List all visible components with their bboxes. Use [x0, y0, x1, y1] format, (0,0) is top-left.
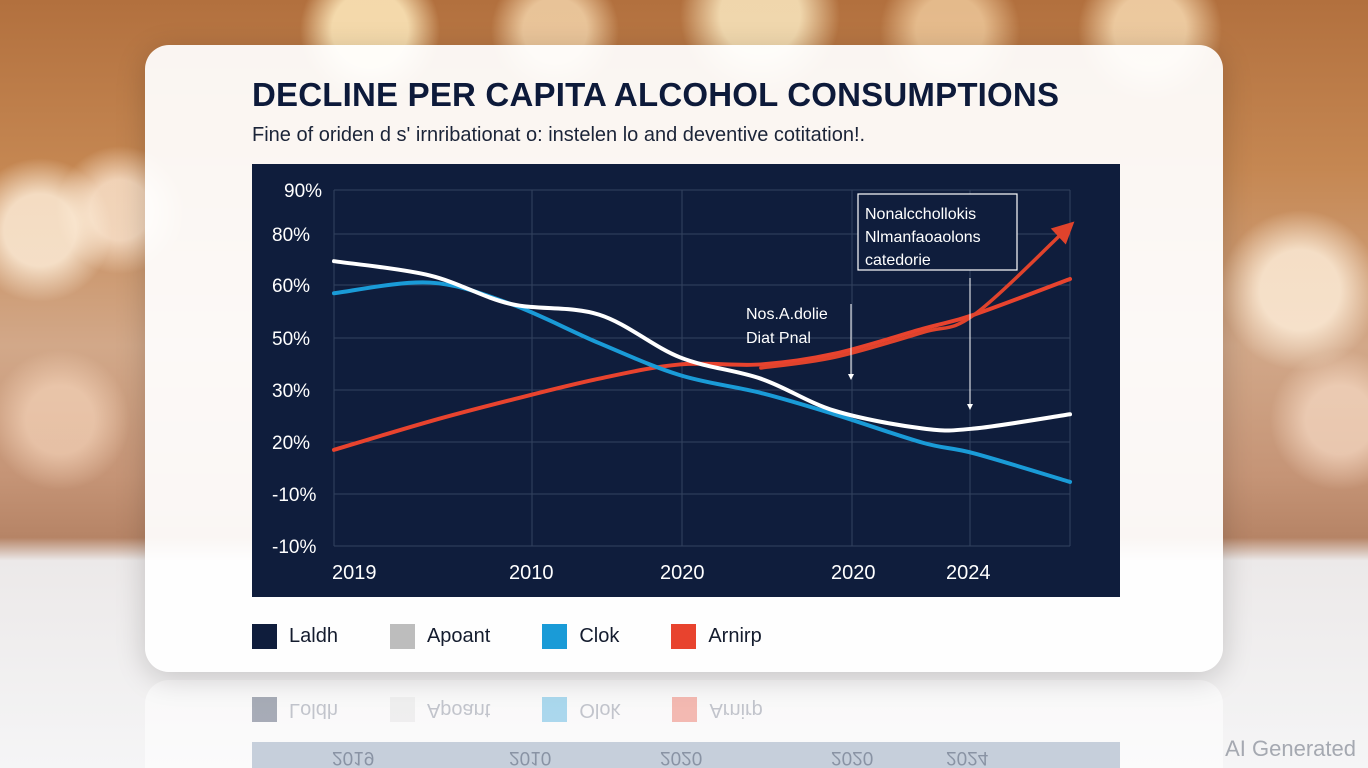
- legend-reflection-item: Apoant: [389, 697, 491, 722]
- series-line-clok: [332, 280, 1072, 484]
- annotation-leader-arrow: [967, 404, 973, 410]
- y-tick-label: 80%: [272, 225, 310, 246]
- legend-label: Apoant: [426, 624, 491, 647]
- chart-subtitle: Fine of oriden d s' irnribationat o: ins…: [252, 124, 866, 146]
- series-line-arnirp: [332, 277, 1072, 452]
- line-chart: 90% 80% 60% 50% 30% 20% -10% -10% 2019 2010 2020 20…: [272, 181, 1075, 584]
- legend-reflection-item: Loldh: [252, 697, 338, 722]
- annotation-leader-arrow: [848, 374, 854, 380]
- reflected-x-tick: 2010: [509, 747, 552, 768]
- reflected-x-tick: 2020: [831, 747, 874, 768]
- legend-label: Clok: [579, 624, 620, 647]
- x-tick-label: 2019: [332, 562, 377, 584]
- legend-reflection-item: Olok: [542, 697, 620, 722]
- legend-item: Apoant: [389, 623, 491, 649]
- y-tick-label: 20%: [272, 433, 310, 454]
- watermark-text: AI Generated: [1225, 736, 1356, 761]
- series-line-apoant: [759, 223, 1072, 370]
- legend-swatch: [252, 623, 277, 649]
- legend-reflection-label: Arnirp: [709, 699, 763, 721]
- legend-swatch: [542, 623, 568, 649]
- annotation-text: Nos.A.dolie: [746, 306, 828, 323]
- y-tick-label: -10%: [272, 537, 316, 558]
- reflected-x-tick: 2019: [332, 747, 375, 768]
- legend-reflection-swatch: [389, 697, 415, 722]
- legend-item: Clok: [542, 623, 620, 649]
- trend-arrowhead: [1050, 221, 1075, 245]
- legend-swatch: [389, 623, 415, 649]
- legend-label: Laldh: [289, 624, 338, 647]
- legend-reflection-swatch: [672, 697, 698, 722]
- legend-reflection-label: Loldh: [289, 699, 338, 721]
- reflected-x-ticks: 2019 2010 2020 2020 2024: [252, 744, 1120, 768]
- legend-item: Laldh: [252, 623, 338, 649]
- x-tick-label: 2020: [660, 562, 705, 584]
- annotation-text: Nonalcchollokis: [865, 206, 976, 223]
- annotation-box: [857, 193, 1018, 271]
- plot-area: 90% 80% 60% 50% 30% 20% -10% -10% 2019 2010 2020 20…: [252, 164, 1120, 597]
- legend-reflection-label: Apoant: [426, 699, 491, 721]
- x-tick-label: 2010: [509, 562, 554, 584]
- reflection-bar: [252, 742, 1120, 768]
- legend-item: Arnirp: [671, 623, 762, 649]
- chart-title: DECLINE PER CAPITA ALCOHOL CONSUMPTIONS: [252, 76, 1060, 113]
- y-tick-label: -10%: [272, 485, 316, 506]
- legend-reflection-swatch: [542, 697, 568, 722]
- series-line-laldh: [332, 259, 1072, 433]
- reflected-x-tick: 2024: [946, 747, 989, 768]
- legend-reflection-label: Olok: [579, 699, 621, 721]
- x-tick-label: 2024: [946, 562, 991, 584]
- legend: Laldh Apoant Clok Arnirp: [252, 622, 814, 650]
- legend-swatch: [671, 623, 697, 649]
- y-tick-label: 50%: [272, 329, 310, 350]
- y-tick-label: 90%: [284, 181, 322, 202]
- y-tick-label: 30%: [272, 381, 310, 402]
- annotation-text: catedorie: [865, 252, 931, 269]
- reflected-x-tick: 2020: [660, 747, 703, 768]
- legend-label: Arnirp: [708, 624, 762, 647]
- annotation-text: Nlmanfaoaolons: [865, 229, 981, 246]
- legend-reflection: Loldh Apoant Olok Arnirp: [252, 697, 815, 722]
- annotation-text: Diat Pnal: [746, 330, 811, 347]
- y-tick-label: 60%: [272, 276, 310, 297]
- x-tick-label: 2020: [831, 562, 876, 584]
- legend-reflection-swatch: [252, 697, 277, 722]
- legend-reflection-item: Arnirp: [672, 697, 763, 722]
